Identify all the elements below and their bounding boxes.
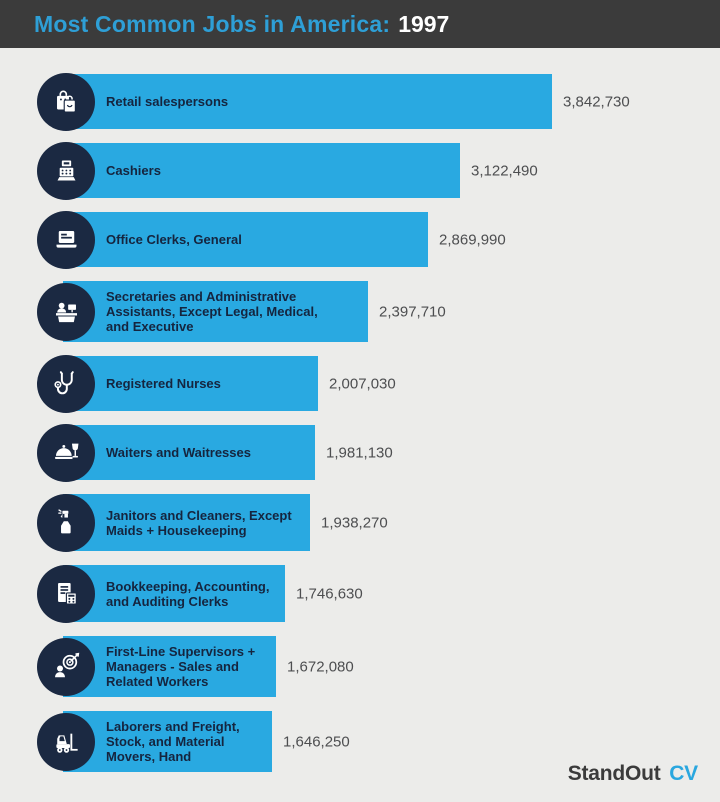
job-value: 2,397,710 bbox=[379, 303, 446, 320]
job-label: Bookkeeping, Accounting, and Auditing Cl… bbox=[106, 578, 270, 609]
job-icon-circle bbox=[37, 493, 95, 552]
job-bar: Janitors and Cleaners, Except Maids + Ho… bbox=[63, 494, 310, 551]
job-label: Waiters and Waitresses bbox=[106, 445, 251, 460]
job-bar: Registered Nurses bbox=[63, 356, 318, 411]
target-person-icon bbox=[50, 650, 83, 683]
job-bar: Retail salespersons bbox=[63, 74, 552, 129]
header-bar: Most Common Jobs in America: 1997 bbox=[0, 0, 720, 48]
brand-logo-text: StandOut bbox=[567, 762, 661, 785]
rows-container: Retail salespersons 3,842,730 Cashiers 3… bbox=[0, 48, 720, 772]
job-value: 3,122,490 bbox=[471, 162, 538, 179]
job-value: 3,842,730 bbox=[563, 93, 630, 110]
shopping-bags-icon bbox=[50, 85, 83, 118]
job-bar: First-Line Supervisors + Managers - Sale… bbox=[63, 636, 276, 697]
job-value: 1,746,630 bbox=[296, 585, 363, 602]
job-value: 1,981,130 bbox=[326, 444, 393, 461]
cash-register-icon bbox=[50, 154, 83, 187]
job-row: Retail salespersons 3,842,730 bbox=[0, 72, 720, 131]
job-bar: Office Clerks, General bbox=[63, 212, 428, 267]
job-label: Registered Nurses bbox=[106, 376, 221, 391]
job-label: First-Line Supervisors + Managers - Sale… bbox=[106, 644, 256, 689]
job-value: 1,938,270 bbox=[321, 514, 388, 531]
job-row: Cashiers 3,122,490 bbox=[0, 141, 720, 200]
brand-logo-accent: CV bbox=[669, 762, 698, 785]
job-bar: Laborers and Freight, Stock, and Materia… bbox=[63, 711, 272, 772]
job-row: Bookkeeping, Accounting, and Auditing Cl… bbox=[0, 564, 720, 623]
job-icon-circle bbox=[37, 423, 95, 482]
job-value: 1,646,250 bbox=[283, 733, 350, 750]
job-row: Registered Nurses 2,007,030 bbox=[0, 354, 720, 413]
job-icon-circle bbox=[37, 564, 95, 623]
reception-desk-icon bbox=[50, 295, 83, 328]
job-row: Janitors and Cleaners, Except Maids + Ho… bbox=[0, 493, 720, 552]
job-row: Laborers and Freight, Stock, and Materia… bbox=[0, 711, 720, 772]
job-label: Secretaries and Administrative Assistant… bbox=[106, 289, 318, 334]
job-icon-circle bbox=[37, 712, 95, 771]
ledger-calculator-icon bbox=[50, 577, 83, 610]
title-year: 1997 bbox=[398, 10, 450, 37]
laptop-icon bbox=[50, 223, 83, 256]
job-value: 1,672,080 bbox=[287, 658, 354, 675]
job-label: Retail salespersons bbox=[106, 94, 229, 109]
job-icon-circle bbox=[37, 141, 95, 200]
job-label: Janitors and Cleaners, Except Maids + Ho… bbox=[106, 507, 292, 538]
job-bar: Waiters and Waitresses bbox=[63, 425, 315, 480]
page-title: Most Common Jobs in America: bbox=[34, 10, 391, 37]
job-label: Laborers and Freight, Stock, and Materia… bbox=[106, 719, 240, 764]
job-icon-circle bbox=[37, 637, 95, 696]
brand-logo: StandOut CV bbox=[567, 762, 699, 786]
job-label: Cashiers bbox=[106, 163, 161, 178]
stethoscope-icon bbox=[50, 367, 83, 400]
job-value: 2,007,030 bbox=[329, 375, 396, 392]
cloche-wine-icon bbox=[50, 436, 83, 469]
job-icon-circle bbox=[37, 282, 95, 341]
spray-bottle-icon bbox=[50, 506, 83, 539]
job-bar: Secretaries and Administrative Assistant… bbox=[63, 281, 368, 342]
job-row: First-Line Supervisors + Managers - Sale… bbox=[0, 636, 720, 697]
job-row: Waiters and Waitresses 1,981,130 bbox=[0, 423, 720, 482]
forklift-icon bbox=[50, 725, 83, 758]
job-value: 2,869,990 bbox=[439, 231, 506, 248]
job-icon-circle bbox=[37, 354, 95, 413]
job-row: Secretaries and Administrative Assistant… bbox=[0, 281, 720, 342]
job-icon-circle bbox=[37, 72, 95, 131]
job-bar: Cashiers bbox=[63, 143, 460, 198]
job-row: Office Clerks, General 2,869,990 bbox=[0, 210, 720, 269]
job-icon-circle bbox=[37, 210, 95, 269]
job-label: Office Clerks, General bbox=[106, 232, 242, 247]
job-bar: Bookkeeping, Accounting, and Auditing Cl… bbox=[63, 565, 285, 622]
